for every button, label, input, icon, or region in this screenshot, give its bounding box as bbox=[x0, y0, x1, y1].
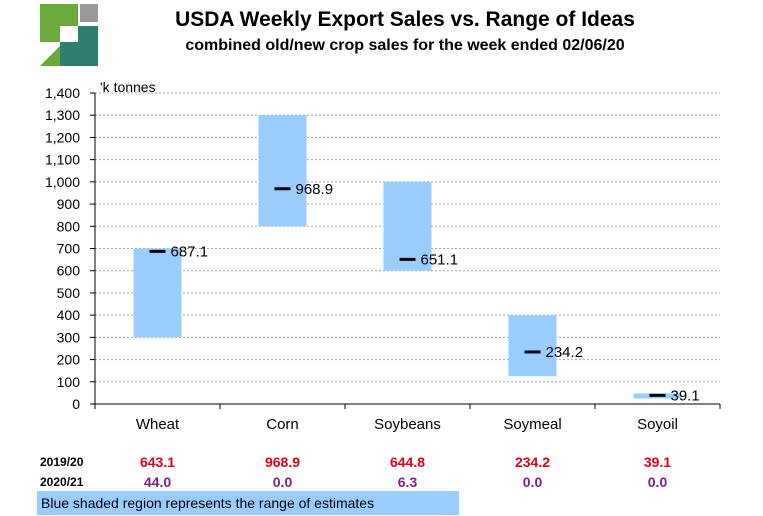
actual-value-label: 968.9 bbox=[296, 181, 334, 198]
y-tick-label: 800 bbox=[57, 218, 81, 234]
y-tick-label: 600 bbox=[57, 263, 81, 279]
range-bar-wheat bbox=[133, 248, 182, 338]
table-cell: 644.8 bbox=[389, 454, 426, 470]
y-axis-unit-label: 'k tonnes bbox=[100, 79, 156, 95]
range-bar-soymeal bbox=[508, 315, 557, 377]
table-cell: 0.0 bbox=[522, 474, 543, 490]
table-cell: 44.0 bbox=[143, 474, 172, 490]
y-tick-label: 200 bbox=[57, 352, 81, 368]
actual-value-label: 234.2 bbox=[546, 344, 584, 361]
y-tick-label: 0 bbox=[72, 396, 80, 412]
actual-value-label: 39.1 bbox=[671, 387, 700, 404]
y-tick-label: 1,000 bbox=[45, 174, 80, 190]
footnote-legend: Blue shaded region represents the range … bbox=[37, 491, 459, 515]
range-chart: 0 100 200 300 400 500 600 700 800 900 1,000 1,100 1,… bbox=[45, 85, 721, 433]
range-bar-corn bbox=[258, 115, 307, 227]
category-label: Soymeal bbox=[503, 416, 561, 433]
category-label: Soybeans bbox=[374, 416, 441, 433]
table-cell: 0.0 bbox=[272, 474, 293, 490]
row-label-2020-21: 2020/21 bbox=[40, 475, 84, 489]
y-tick-label: 900 bbox=[57, 196, 81, 212]
table-cell: 968.9 bbox=[264, 454, 301, 470]
chart-title: USDA Weekly Export Sales vs. Range of Id… bbox=[175, 8, 635, 31]
y-tick-label: 500 bbox=[57, 285, 81, 301]
table-cell: 39.1 bbox=[643, 454, 672, 470]
chart-subtitle: combined old/new crop sales for the week… bbox=[185, 37, 625, 54]
range-bar-soybeans bbox=[383, 181, 432, 271]
table-cell: 643.1 bbox=[139, 454, 176, 470]
category-label: Soyoil bbox=[637, 416, 678, 433]
y-tick-label: 300 bbox=[57, 329, 81, 345]
y-tick-label: 1,300 bbox=[45, 107, 80, 123]
y-tick-label: 100 bbox=[57, 374, 81, 390]
actual-value-label: 651.1 bbox=[421, 251, 459, 268]
category-label: Corn bbox=[266, 416, 299, 433]
table-cell: 234.2 bbox=[514, 454, 551, 470]
table-cell: 6.3 bbox=[397, 474, 418, 490]
y-tick-label: 1,400 bbox=[45, 85, 80, 101]
logo-icon bbox=[40, 4, 98, 66]
actual-value-label: 687.1 bbox=[171, 243, 209, 260]
y-tick-label: 1,100 bbox=[45, 152, 80, 168]
category-label: Wheat bbox=[136, 416, 180, 433]
y-tick-label: 400 bbox=[57, 307, 81, 323]
y-tick-label: 700 bbox=[57, 241, 81, 257]
table-cell: 0.0 bbox=[647, 474, 668, 490]
row-label-2019-20: 2019/20 bbox=[40, 455, 84, 469]
y-tick-label: 1,200 bbox=[45, 129, 80, 145]
